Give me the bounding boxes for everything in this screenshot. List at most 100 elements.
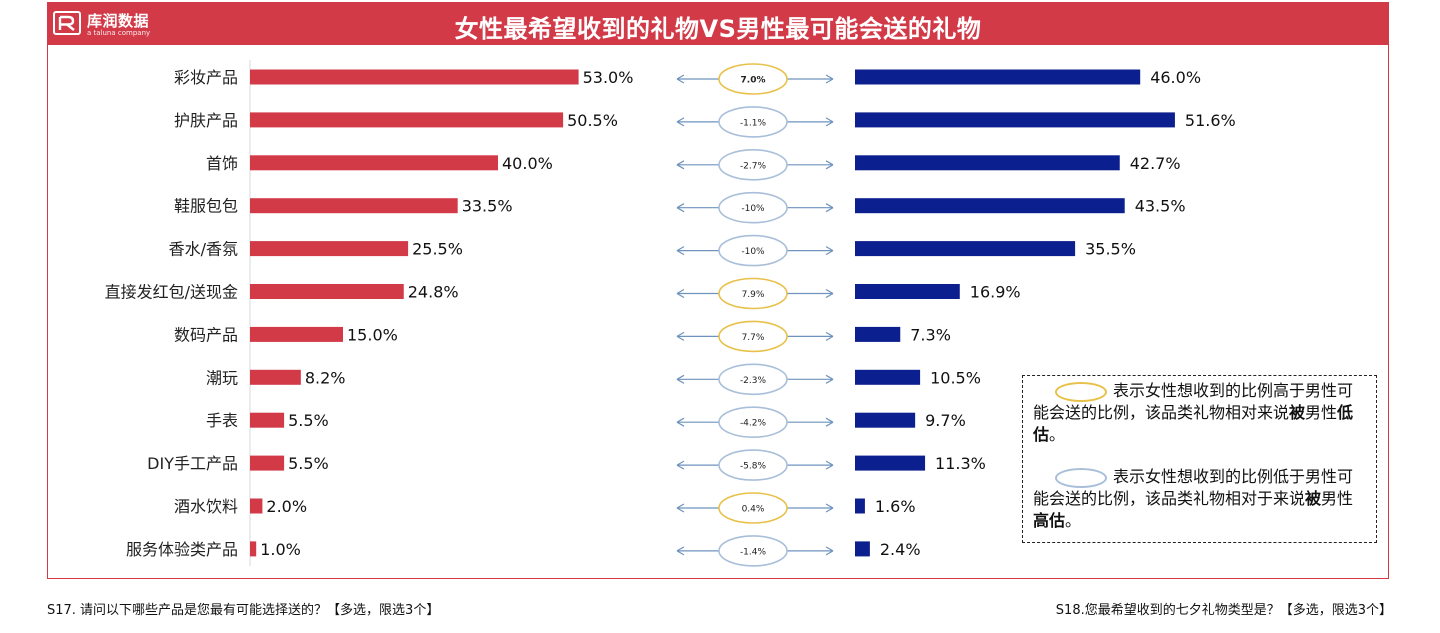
diff-oval-positive [718, 63, 788, 95]
male-value-label: 35.5% [1085, 240, 1136, 259]
diff-value-label: -1.4% [740, 547, 767, 557]
legend-positive-prefix: 被 [1289, 403, 1306, 422]
category-label: DIY手工产品 [147, 454, 238, 473]
female-bar [250, 326, 343, 342]
chart-row: 护肤产品 50.5% 51.6% -1.1% [174, 106, 1236, 138]
legend-negative-oval [1055, 468, 1107, 488]
chart-title: 女性最希望收到的礼物VS男性最可能会送的礼物 [454, 15, 982, 43]
diff-oval-negative [718, 449, 788, 481]
male-value-label: 7.3% [910, 325, 951, 344]
category-label: 手表 [206, 411, 238, 430]
category-label: 鞋服包包 [174, 197, 238, 216]
male-bar [855, 155, 1120, 171]
legend-positive-bold: 低估 [1033, 403, 1354, 444]
diff-arrow-head-right [825, 546, 834, 556]
diff-arrow-head-right [825, 160, 834, 170]
diff-oval-negative [718, 234, 788, 267]
chart-row: 直接发红包/送现金 24.8% 16.9% 7.9% [105, 277, 1021, 310]
legend-negative-prefix: 被 [1305, 489, 1322, 508]
diff-arrow-head-left [676, 203, 685, 213]
diff-oval-negative [718, 106, 788, 138]
male-bar [855, 455, 926, 471]
diff-oval-negative [718, 535, 788, 567]
category-label: 护肤产品 [174, 111, 238, 130]
diff-arrow-head-left [676, 417, 685, 427]
category-label: 首饰 [206, 154, 238, 173]
female-value-label: 24.8% [408, 283, 459, 302]
female-bar [250, 412, 285, 428]
female-bar [250, 284, 404, 299]
category-label: 服务体验类产品 [126, 540, 238, 559]
female-value-label: 53.0% [583, 68, 634, 87]
diff-value-label: -2.7% [740, 161, 767, 171]
male-bar [855, 369, 921, 385]
diff-oval-positive [718, 277, 788, 310]
category-label: 潮玩 [206, 368, 238, 387]
diff-value-label: -5.8% [740, 462, 767, 472]
male-value-label: 11.3% [935, 454, 986, 473]
legend-negative-bold: 高估 [1033, 511, 1066, 530]
female-value-label: 25.5% [412, 240, 463, 259]
diff-arrow-head-left [676, 546, 685, 556]
male-value-label: 16.9% [970, 283, 1021, 302]
header-bar: 库润数据 a taluna company 女性最希望收到的礼物VS男性最可能会… [47, 2, 1389, 45]
female-value-label: 1.0% [260, 540, 301, 559]
chart-row: 酒水饮料 2.0% 1.6% 0.4% [174, 492, 916, 524]
male-value-label: 2.4% [880, 540, 921, 559]
female-value-label: 33.5% [462, 197, 513, 216]
male-value-label: 9.7% [925, 411, 966, 430]
female-bar [250, 241, 409, 257]
male-bar [855, 198, 1125, 214]
male-value-label: 42.7% [1130, 154, 1181, 173]
diff-arrow-head-right [825, 203, 834, 213]
diff-value-label: -1.1% [740, 118, 767, 128]
diff-arrow-head-left [676, 288, 685, 299]
diff-value-label: -2.3% [740, 376, 767, 386]
male-bar [855, 498, 865, 514]
diff-arrow-head-right [825, 460, 834, 470]
diff-value-label: 0.4% [742, 505, 765, 515]
male-bar [855, 412, 916, 428]
diff-value-label: 7.7% [742, 333, 765, 343]
chart-row: 数码产品 15.0% 7.3% 7.7% [174, 320, 951, 353]
brand-logo-icon [53, 11, 81, 35]
diff-arrow-head-right [825, 117, 834, 127]
chart-row: 手表 5.5% 9.7% -4.2% [206, 406, 966, 439]
diff-value-label: -10% [741, 204, 765, 214]
female-value-label: 50.5% [567, 111, 618, 130]
chart-row: 鞋服包包 33.5% 43.5% -10% [174, 191, 1186, 224]
diff-arrow-head-left [676, 460, 685, 470]
category-label: 香水/香氛 [169, 240, 238, 259]
chart-row: 香水/香氛 25.5% 35.5% -10% [169, 234, 1136, 267]
female-bar [250, 69, 579, 85]
male-value-label: 43.5% [1135, 197, 1186, 216]
footnote-right: S18.您最希望收到的七夕礼物类型是？【多选，限选3个】 [1055, 603, 1392, 618]
diff-oval-positive [718, 492, 788, 524]
male-bar [855, 112, 1175, 128]
diff-arrow-head-right [825, 288, 834, 299]
chart-row: 彩妆产品 53.0% 46.0% 7.0% [174, 63, 1201, 95]
male-bar [855, 69, 1141, 85]
diff-value-label: 7.0% [741, 76, 766, 86]
brand-subtitle: a taluna company [87, 29, 151, 37]
chart-row: 首饰 40.0% 42.7% -2.7% [206, 149, 1181, 181]
chart-row: 潮玩 8.2% 10.5% -2.3% [206, 363, 981, 396]
male-value-label: 1.6% [875, 497, 916, 516]
female-value-label: 2.0% [266, 497, 307, 516]
diff-arrow-head-right [825, 374, 834, 384]
female-bar [250, 369, 301, 385]
female-bar [250, 198, 458, 214]
female-value-label: 5.5% [288, 411, 329, 430]
diff-oval-negative [718, 149, 788, 181]
female-bar [250, 541, 257, 557]
diff-oval-negative [718, 191, 788, 224]
brand-logo: 库润数据 a taluna company [53, 8, 193, 42]
diff-arrow-head-left [676, 503, 685, 513]
diff-value-label: 7.9% [742, 290, 765, 300]
diff-arrow-head-left [676, 331, 685, 341]
legend-positive-text: 表示女性想收到的比例高于男性可能会送的比例，该品类礼物相对来说被男性低估。 [1033, 381, 1354, 444]
female-bar [250, 498, 263, 514]
female-bar [250, 112, 564, 128]
male-value-label: 51.6% [1185, 111, 1236, 130]
diff-arrow-head-left [676, 374, 685, 384]
